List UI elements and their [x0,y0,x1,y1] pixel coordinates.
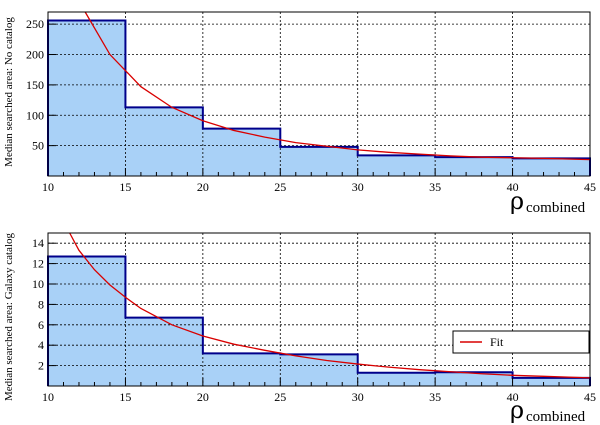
histogram-bar [48,256,126,386]
x-tick-label: 35 [429,180,441,194]
x-tick-label: 15 [119,390,131,404]
histogram-bar [435,157,513,176]
y-tick-label: 200 [26,48,44,62]
x-axis-label-symbol: ρ [510,187,524,215]
x-tick-label: 10 [42,180,54,194]
x-tick-label: 15 [119,180,131,194]
plot-frame [47,232,591,387]
histogram-bar [357,155,436,176]
y-tick-label: 2 [38,359,44,373]
x-axis-label-no-catalog: ρ combined [510,187,586,216]
panel-no-catalog: 10 15 20 25 30 35 40 45 50 100 150 200 250 Median se… [3,11,596,216]
y-tick-label: 12 [32,257,44,271]
x-axis-label-subscript: combined [526,409,586,425]
y-axis-label-no-catalog: Median searched area: No catalog [3,17,15,167]
y-tick-label: 150 [26,78,44,92]
histogram-bar [357,372,436,386]
legend: Fit [452,330,590,354]
plot-area-galaxy-catalog: 10 15 20 25 30 35 40 45 2 4 6 8 10 12 14 [32,232,596,404]
x-tick-label: 20 [197,180,209,194]
x-axis-label-subscript: combined [526,200,586,216]
y-tick-label: 6 [38,318,44,332]
legend-box [452,330,590,354]
y-tick-label: 250 [26,17,44,31]
x-axis-label-galaxy-catalog: ρ combined [510,396,586,425]
x-tick-label: 25 [274,390,286,404]
histogram-bar [125,317,203,386]
histogram-bar [48,20,126,176]
x-tick-label: 30 [352,180,364,194]
histogram-bar [202,128,281,176]
x-axis-label-symbol: ρ [510,396,524,424]
x-tick-label: 40 [507,180,519,194]
fit-curve [69,232,591,379]
plot-area-no-catalog: 10 15 20 25 30 35 40 45 50 100 150 200 250 [26,11,596,194]
y-tick-label: 100 [26,108,44,122]
legend-entry-fit: Fit [490,335,504,349]
y-tick-label: 4 [38,338,44,352]
y-tick-label: 8 [38,297,44,311]
plot-frame [47,11,591,177]
x-tick-label: 45 [584,390,596,404]
x-tick-label: 10 [42,390,54,404]
fit-curve [84,11,591,161]
y-tick-label: 50 [32,139,44,153]
histogram-bar [202,353,281,386]
x-tick-label: 25 [274,180,286,194]
histogram-bar [125,107,203,176]
histogram-bar [280,146,358,176]
x-tick-label: 20 [197,390,209,404]
y-tick-label: 10 [32,277,44,291]
panel-galaxy-catalog: 10 15 20 25 30 35 40 45 2 4 6 8 10 12 14 Median search… [3,232,596,425]
y-tick-label: 14 [32,236,44,250]
x-tick-label: 30 [352,390,364,404]
x-tick-label: 40 [507,390,519,404]
histogram-bar [512,158,590,176]
x-tick-label: 35 [429,390,441,404]
y-axis-label-galaxy-catalog: Median searched area: Galaxy catalog [3,233,15,401]
x-tick-label: 45 [584,180,596,194]
histogram-bar [512,377,590,386]
histogram-bar [435,372,513,386]
